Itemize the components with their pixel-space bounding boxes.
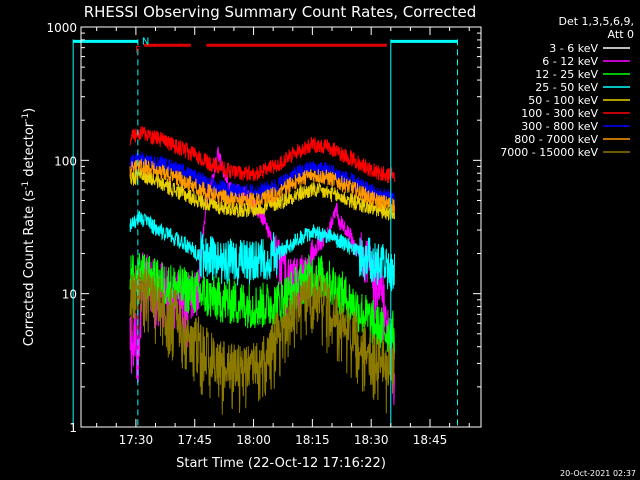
legend-label: 7000 - 15000 keV [500, 146, 598, 159]
x-tick-label: 18:45 [413, 433, 448, 447]
legend-label: 300 - 800 keV [521, 120, 598, 133]
night-flag-label: N [142, 36, 149, 47]
legend-label: 800 - 7000 keV [514, 133, 598, 146]
y-tick-label: 1000 [46, 21, 77, 35]
legend-label: 50 - 100 keV [528, 94, 598, 107]
plot-frame [80, 26, 482, 428]
x-tick-label: 17:30 [119, 433, 154, 447]
series-line [129, 126, 395, 184]
legend-label: 25 - 50 keV [535, 81, 598, 94]
series-line [129, 168, 395, 222]
legend-label: 100 - 300 keV [521, 107, 598, 120]
x-axis-label: Start Time (22-Oct-12 17:16:22) [176, 456, 386, 471]
legend-label: 3 - 6 keV [549, 42, 598, 55]
flags-layer: NF [72, 36, 458, 427]
x-tick-label: 18:00 [236, 433, 271, 447]
x-tick-label: 18:15 [295, 433, 330, 447]
chart-title: RHESSI Observing Summary Count Rates, Co… [84, 3, 477, 21]
footer-timestamp: 20-Oct-2021 02:37 [560, 469, 636, 478]
series-line [129, 253, 395, 356]
y-tick-label: 100 [54, 154, 77, 168]
series-line [129, 158, 395, 213]
axes-layer: 17:30 17:45 18:00 18:15 18:30 18:45 1 10 100 1000 [46, 21, 481, 447]
legend-label: 12 - 25 keV [535, 68, 598, 81]
x-tick-label: 17:45 [177, 433, 212, 447]
series-layer [129, 126, 395, 428]
y-tick-label: 1 [69, 421, 77, 435]
y-tick-label: 10 [62, 288, 77, 302]
series-line [129, 210, 395, 292]
legend-header-line-2: Att 0 [608, 28, 634, 41]
y-axis-label: Corrected Count Rate (s-1 detector-1) [21, 108, 37, 346]
legend-header-line-1: Det 1,3,5,6,9, [558, 15, 634, 28]
x-tick-label: 18:30 [354, 433, 389, 447]
series-line [129, 267, 395, 415]
legend-label: 6 - 12 keV [542, 55, 598, 68]
